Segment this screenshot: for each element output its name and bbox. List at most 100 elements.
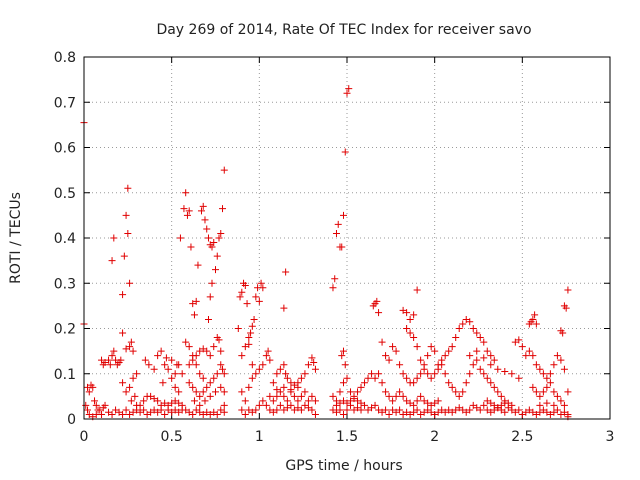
- data-point: [273, 370, 281, 378]
- data-point: [364, 374, 372, 382]
- data-point: [105, 356, 113, 364]
- data-point: [120, 252, 128, 260]
- data-point: [413, 397, 421, 405]
- data-point: [357, 406, 365, 414]
- data-point: [483, 406, 491, 414]
- data-point: [82, 401, 90, 409]
- data-point: [122, 406, 130, 414]
- data-point: [213, 410, 221, 418]
- data-point: [192, 297, 200, 305]
- data-point: [273, 386, 281, 394]
- data-point: [269, 408, 277, 416]
- data-point: [84, 406, 92, 414]
- data-point: [220, 408, 228, 416]
- plot-frame: [83, 56, 611, 420]
- data-point: [199, 202, 207, 210]
- y-tick-label: 0.5: [54, 186, 76, 202]
- data-point: [525, 406, 533, 414]
- data-point: [220, 370, 228, 378]
- data-point: [392, 408, 400, 416]
- data-point: [213, 370, 221, 378]
- data-point: [247, 329, 255, 337]
- data-point: [131, 392, 139, 400]
- data-point: [494, 404, 502, 412]
- data-point: [427, 343, 435, 351]
- data-point: [459, 320, 467, 328]
- data-point: [560, 408, 568, 416]
- data-point: [497, 401, 505, 409]
- data-point: [406, 329, 414, 337]
- data-point: [341, 148, 349, 156]
- data-point: [368, 370, 376, 378]
- data-point: [455, 404, 463, 412]
- data-point: [354, 388, 362, 396]
- data-point: [490, 401, 498, 409]
- data-point: [424, 352, 432, 360]
- data-point: [476, 406, 484, 414]
- data-point: [196, 370, 204, 378]
- data-point: [220, 401, 228, 409]
- data-point: [466, 352, 474, 360]
- data-point: [187, 243, 195, 251]
- data-point: [269, 379, 277, 387]
- grid-lines: [84, 57, 610, 419]
- data-point: [119, 329, 127, 337]
- data-point: [431, 399, 439, 407]
- data-point: [297, 374, 305, 382]
- data-point: [168, 399, 176, 407]
- data-point: [462, 315, 470, 323]
- data-point: [434, 408, 442, 416]
- data-point: [539, 370, 547, 378]
- data-point: [252, 406, 260, 414]
- data-point: [189, 383, 197, 391]
- data-point: [361, 379, 369, 387]
- data-point: [466, 406, 474, 414]
- data-point: [452, 388, 460, 396]
- data-point: [106, 361, 114, 369]
- data-point: [448, 408, 456, 416]
- data-point: [245, 340, 253, 348]
- data-point: [518, 410, 526, 418]
- data-point: [197, 207, 205, 215]
- data-point: [403, 325, 411, 332]
- data-point: [434, 397, 442, 405]
- data-point: [413, 286, 421, 294]
- data-point: [190, 397, 198, 405]
- data-point: [194, 261, 202, 269]
- data-point: [241, 397, 249, 405]
- data-point: [336, 406, 344, 414]
- data-point: [266, 356, 274, 364]
- data-point: [476, 365, 484, 373]
- data-point: [343, 406, 351, 414]
- data-point: [361, 401, 369, 409]
- data-point: [180, 205, 188, 213]
- data-point: [473, 356, 481, 364]
- data-point: [406, 399, 414, 407]
- data-point: [301, 401, 309, 409]
- data-point: [389, 343, 397, 351]
- data-point: [101, 401, 109, 409]
- data-point: [192, 406, 200, 414]
- data-point: [480, 338, 488, 346]
- data-point: [164, 401, 172, 409]
- data-point: [515, 406, 523, 414]
- data-point: [171, 397, 179, 405]
- data-point: [532, 320, 540, 328]
- data-point: [403, 408, 411, 416]
- data-point: [389, 397, 397, 405]
- data-point: [364, 406, 372, 414]
- data-point: [441, 352, 449, 360]
- data-point: [338, 243, 346, 251]
- data-point: [392, 347, 400, 355]
- data-point: [410, 379, 418, 387]
- data-point: [441, 408, 449, 416]
- data-point: [427, 401, 435, 409]
- data-point: [262, 401, 270, 409]
- data-point: [105, 408, 113, 416]
- data-point: [154, 408, 162, 416]
- data-point: [343, 89, 351, 97]
- data-point: [406, 315, 414, 323]
- data-point: [339, 410, 347, 418]
- data-point: [339, 211, 347, 219]
- data-point: [522, 352, 530, 360]
